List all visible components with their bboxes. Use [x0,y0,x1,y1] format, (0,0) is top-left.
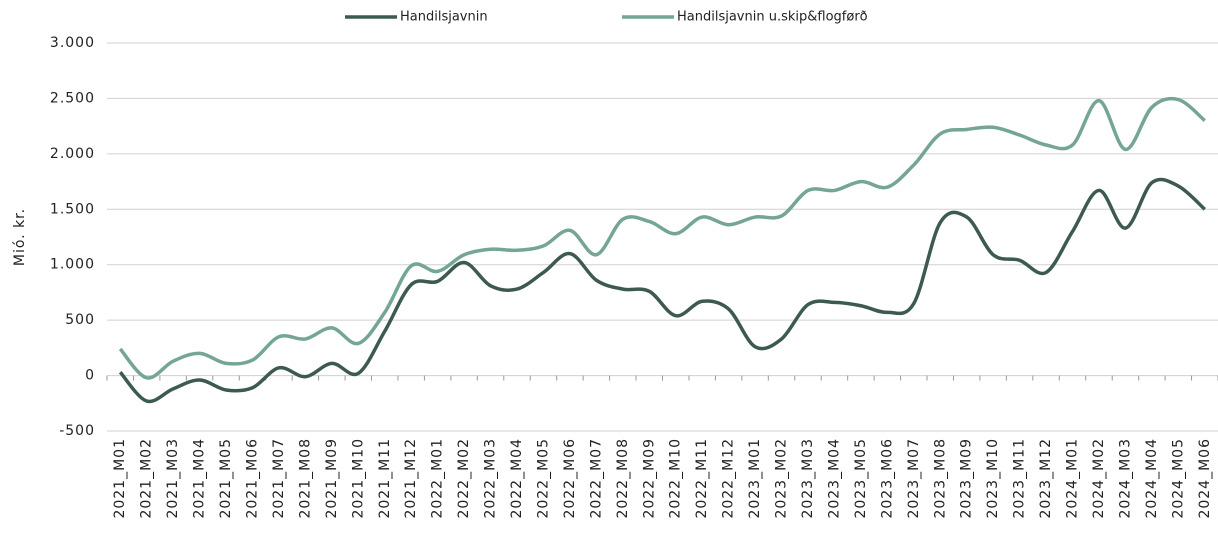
x-tick-label: 2023_M01 [747,438,763,519]
x-tick-label: 2022_M06 [562,438,578,519]
legend-label: Handilsjavnin u.skip&flogførð [677,10,868,25]
x-tick-label: 2023_M11 [1012,438,1028,519]
x-tick-label: 2023_M07 [906,438,922,519]
x-tick-label: 2023_M10 [985,438,1001,519]
y-tick-label: -500 [59,423,95,439]
x-tick-label: 2022_M09 [641,438,657,519]
x-tick-label: 2021_M03 [165,438,181,519]
x-tick-label: 2021_M12 [403,438,419,519]
legend-label: Handilsjavnin [400,10,488,25]
line-series [118,96,1206,380]
x-tick-label: 2021_M06 [244,438,260,519]
x-tick-label: 2024_M05 [1170,438,1186,519]
x-tick-label: 2021_M04 [192,438,208,519]
x-tick-label: 2022_M03 [483,438,499,519]
x-tick-label: 2021_M09 [324,438,340,519]
y-tick-label: 500 [65,312,95,328]
x-tick-label: 2021_M08 [297,438,313,519]
y-tick-label: 3.000 [50,35,95,51]
y-tick-label: 2.500 [50,90,95,106]
x-tick-label: 2023_M08 [932,438,948,519]
x-tick-label: 2024_M06 [1197,438,1213,519]
x-tick-label: 2023_M03 [800,438,816,519]
y-axis-label: Mió. kr. [12,208,28,266]
x-tick-label: 2022_M07 [588,438,604,519]
x-tick-label: 2023_M09 [959,438,975,519]
x-tick-label: 2022_M11 [694,438,710,519]
line-series [118,177,1206,404]
x-tick-label: 2021_M02 [139,438,155,519]
x-tick-label: 2022_M10 [668,438,684,519]
x-tick-label: 2021_M07 [271,438,287,519]
x-tick-label: 2023_M02 [774,438,790,519]
y-tick-label: 1.500 [50,201,95,217]
x-tick-label: 2023_M04 [826,438,842,519]
x-tick-label: 2023_M12 [1038,438,1054,519]
y-tick-label: 0 [85,368,95,384]
x-tick-label: 2022_M05 [535,438,551,519]
x-tick-label: 2024_M04 [1144,438,1160,519]
x-tick-label: 2024_M01 [1065,438,1081,519]
y-tick-label: 2.000 [50,146,95,162]
x-tick-label: 2022_M02 [456,438,472,519]
y-tick-label: 1.000 [50,257,95,273]
x-tick-label: 2024_M02 [1091,438,1107,519]
x-tick-label: 2023_M05 [853,438,869,519]
x-tick-label: 2023_M06 [879,438,895,519]
x-tick-label: 2022_M04 [509,438,525,519]
x-tick-label: 2022_M08 [615,438,631,519]
x-tick-label: 2024_M03 [1117,438,1133,519]
x-tick-label: 2021_M05 [218,438,234,519]
x-tick-label: 2022_M12 [721,438,737,519]
x-tick-label: 2022_M01 [430,438,446,519]
x-tick-label: 2021_M11 [377,438,393,519]
x-tick-label: 2021_M01 [112,438,128,519]
x-tick-label: 2021_M10 [350,438,366,519]
